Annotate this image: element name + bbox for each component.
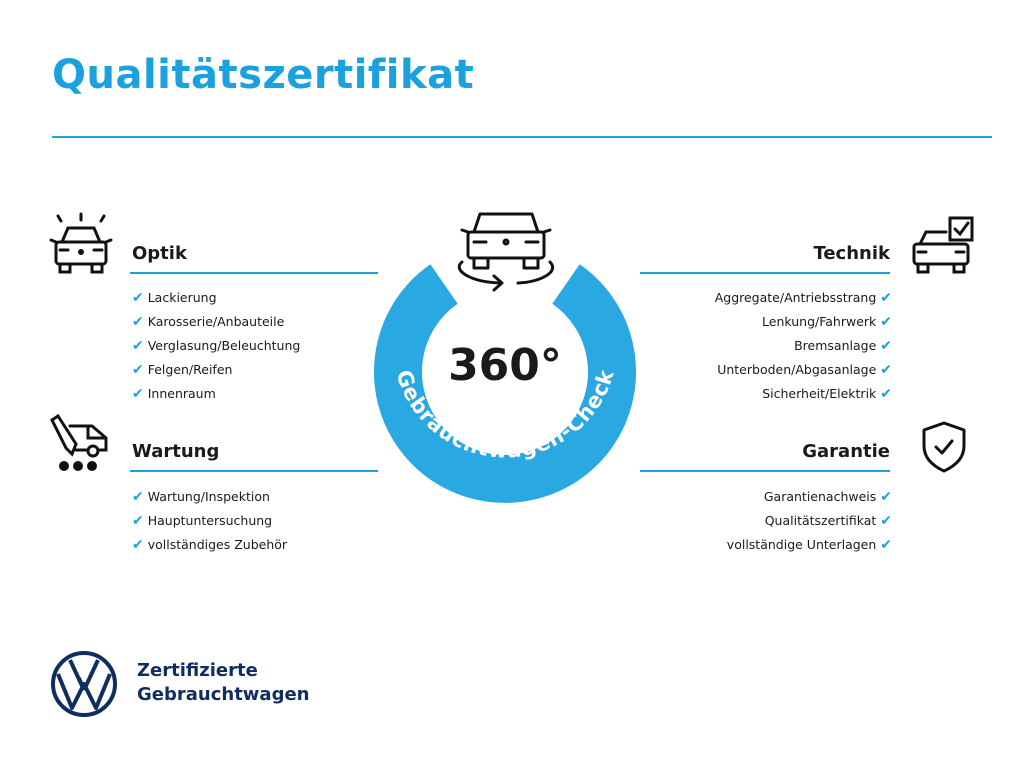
check-icon: ✔ (880, 537, 892, 553)
service-truck-icon (50, 414, 108, 471)
garantie-heading: Garantie (802, 441, 890, 462)
center-number: 360° (448, 340, 562, 391)
check-icon: ✔ (132, 489, 144, 505)
list-item: ✔ Innenraum (132, 386, 216, 402)
wartung-list: ✔ Wartung/Inspektion ✔ Hauptuntersuchung… (132, 485, 287, 557)
list-item: Unterboden/Abgasanlage ✔ (717, 362, 892, 378)
technik-list: Aggregate/Antriebsstrang ✔ Lenkung/Fahrw… (715, 286, 892, 406)
check-icon: ✔ (880, 513, 892, 529)
check-icon: ✔ (132, 386, 144, 402)
list-item: Qualitätszertifikat ✔ (764, 513, 892, 529)
title-divider (52, 136, 992, 138)
car-checklist-icon (912, 216, 974, 274)
check-icon: ✔ (132, 338, 144, 354)
page-title: Qualitätszertifikat (52, 52, 475, 98)
check-icon: ✔ (880, 489, 892, 505)
car-rotate-icon (457, 212, 554, 292)
list-item: ✔ Karosserie/Anbauteile (132, 314, 285, 330)
check-icon: ✔ (880, 314, 892, 330)
wartung-divider (130, 470, 378, 472)
list-item: Garantienachweis ✔ (763, 489, 892, 505)
list-item: ✔ Wartung/Inspektion (132, 489, 270, 505)
list-item: Sicherheit/Elektrik ✔ (762, 386, 892, 402)
list-item: Bremsanlage ✔ (794, 338, 892, 354)
list-item: Lenkung/Fahrwerk ✔ (762, 314, 892, 330)
list-item: ✔ Lackierung (132, 290, 217, 306)
check-icon: ✔ (880, 386, 892, 402)
check-icon: ✔ (880, 362, 892, 378)
garantie-list: Garantienachweis ✔ Qualitätszertifikat ✔… (727, 485, 892, 557)
list-item: ✔ vollständiges Zubehör (132, 537, 288, 553)
check-icon: ✔ (132, 513, 144, 529)
garantie-divider (640, 470, 890, 472)
ring-arc (374, 264, 636, 503)
check-icon: ✔ (880, 338, 892, 354)
check-icon: ✔ (132, 314, 144, 330)
check-icon: ✔ (132, 362, 144, 378)
list-item: ✔ Verglasung/Beleuchtung (132, 338, 301, 354)
optik-list: ✔ Lackierung ✔ Karosserie/Anbauteile ✔ V… (132, 286, 300, 406)
technik-heading: Technik (813, 243, 890, 264)
technik-divider (640, 272, 890, 274)
optik-divider (130, 272, 378, 274)
optik-heading: Optik (132, 243, 187, 264)
check-icon: ✔ (132, 537, 144, 553)
list-item: ✔ Felgen/Reifen (132, 362, 233, 378)
list-item: Aggregate/Antriebsstrang ✔ (714, 290, 892, 306)
shield-check-icon (922, 421, 966, 473)
brand-text: Zertifizierte Gebrauchtwagen (137, 660, 310, 705)
list-item: vollständige Unterlagen ✔ (726, 537, 892, 553)
wartung-heading: Wartung (132, 441, 220, 462)
vw-logo (51, 651, 117, 717)
check-icon: ✔ (880, 290, 892, 306)
list-item: ✔ Hauptuntersuchung (132, 513, 273, 529)
check-icon: ✔ (132, 290, 144, 306)
car-lights-icon (49, 212, 113, 274)
